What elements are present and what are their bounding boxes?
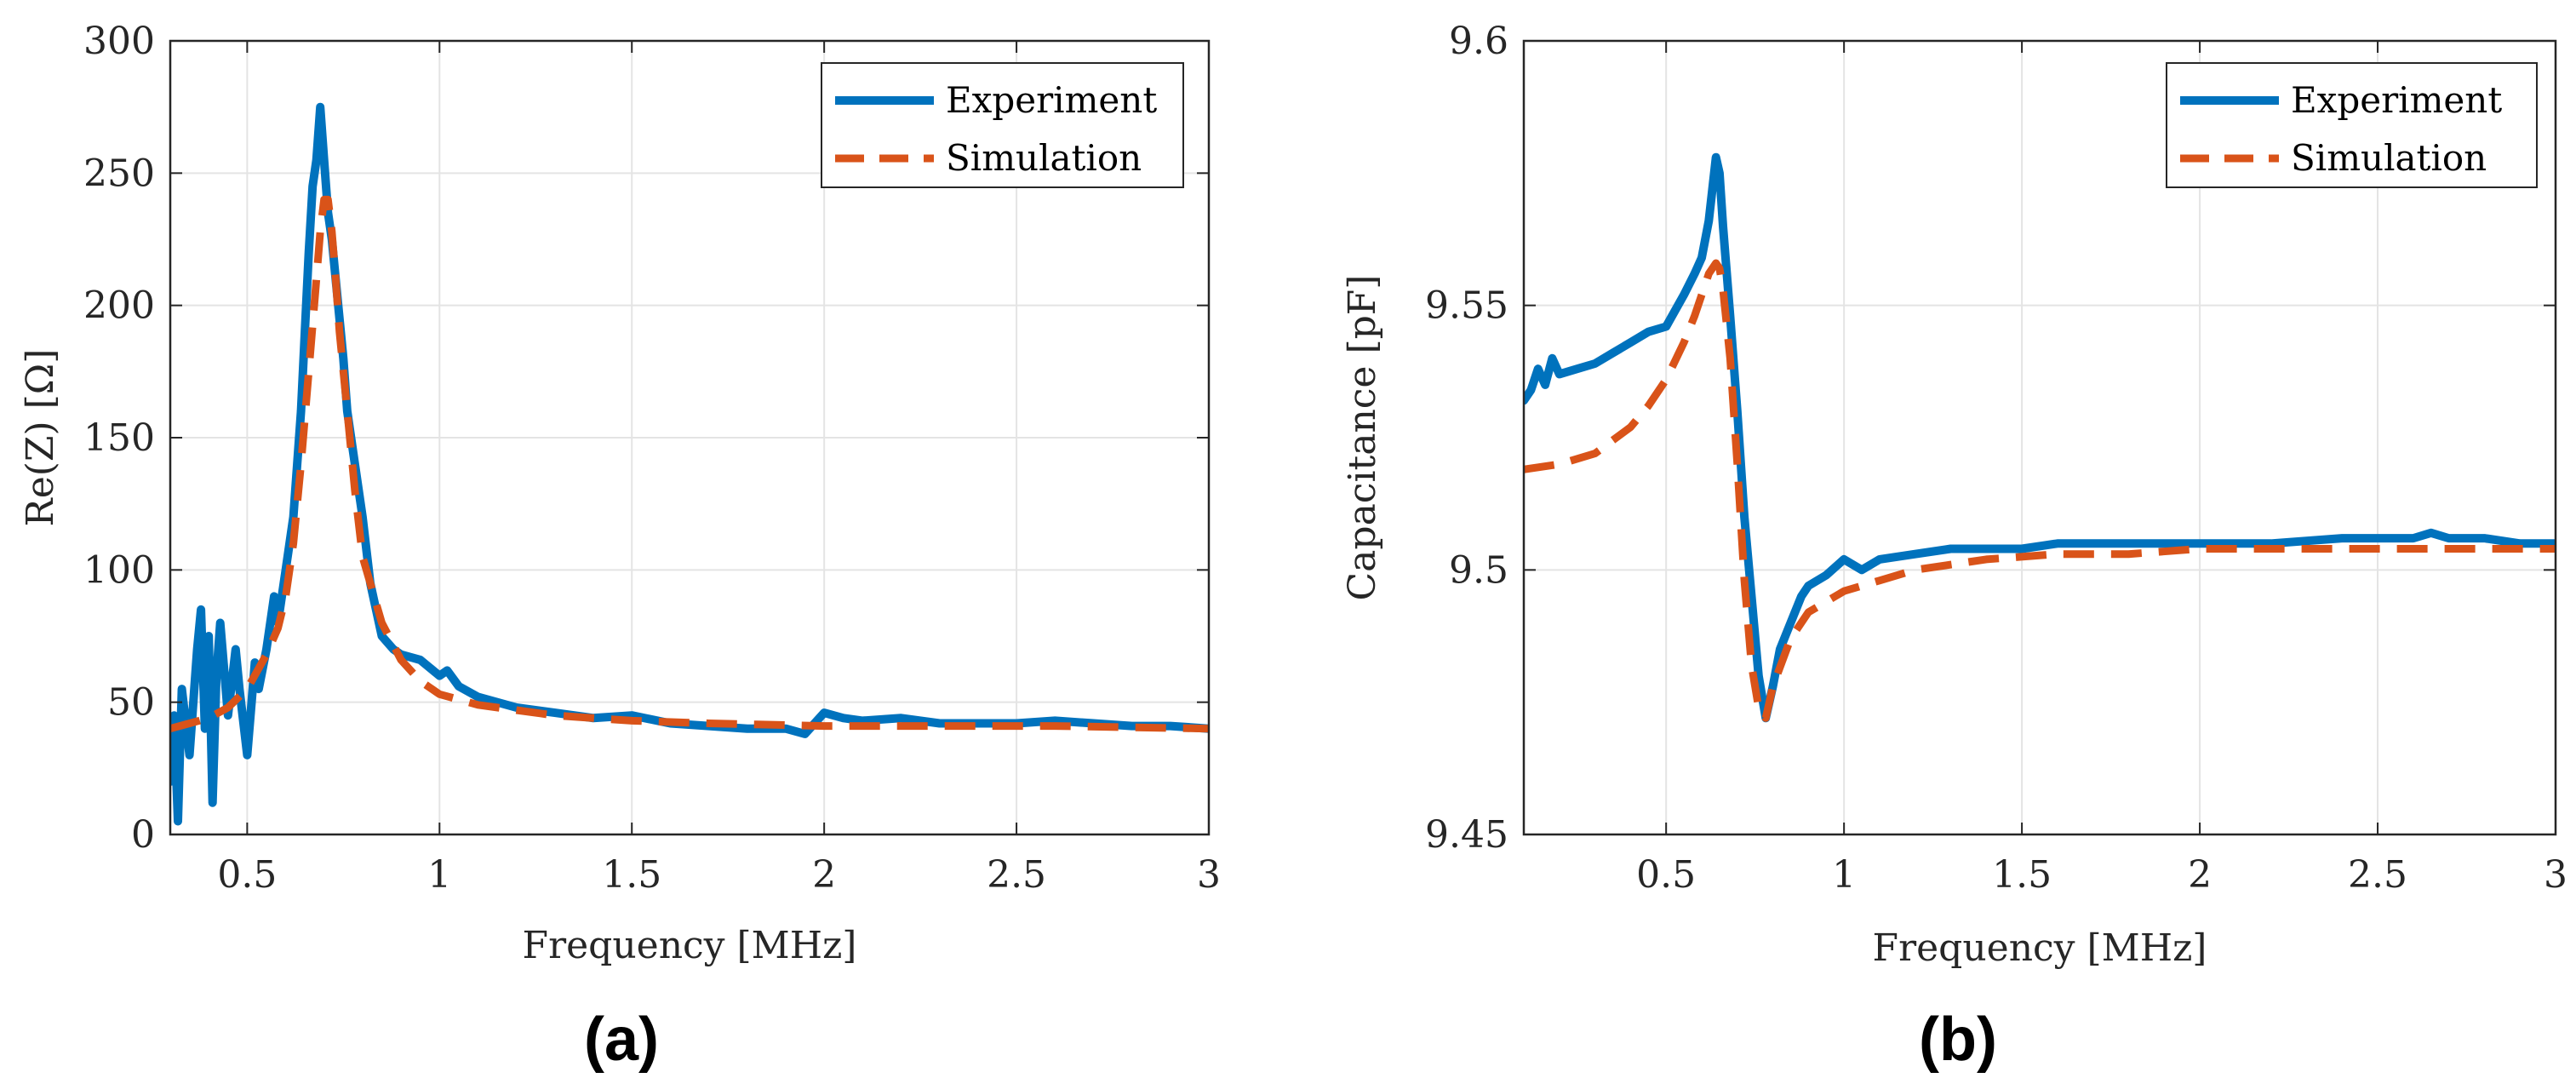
x-tick-label: 1.5 [1992,853,2052,897]
x-tick-label: 2 [2188,853,2212,897]
x-tick-label: 2 [812,853,836,897]
y-axis-label: Capacitance [pF] [1341,275,1384,601]
panel-label: (b) [1919,1006,1997,1074]
y-tick-label: 200 [83,284,155,328]
x-tick-label: 0.5 [1636,853,1696,897]
legend-label-experiment: Experiment [946,79,1157,121]
legend-box [821,62,1184,188]
x-tick-label: 0.5 [217,853,277,897]
legend-box [2166,62,2538,188]
y-tick-label: 9.5 [1449,548,1508,592]
axes-box [1522,39,2557,836]
x-tick-label: 3 [2544,853,2567,897]
y-axis-label: Re(Z) [Ω] [19,349,62,527]
x-tick-label: 1 [1832,853,1856,897]
x-tick-label: 1.5 [602,853,661,897]
y-tick-label: 0 [131,813,155,857]
y-tick-label: 100 [83,548,155,592]
y-tick-label: 300 [83,20,155,63]
series-line-simulation [1524,259,2556,722]
legend: Experiment Simulation [2166,62,2538,188]
series-group [1524,152,2556,723]
panel-label: (a) [584,1006,659,1074]
x-tick-label: 2.5 [2348,853,2407,897]
chart-panel-b: 0.5 1 1.5 2 2.5 3 9.45 9.5 9.55 9.6 Frequency [MHz… [1341,20,2567,1074]
chart-panel-a: 0.5 1 1.5 2 2.5 3 0 50 100 150 200 250 300 Frequency … [19,20,1221,1074]
y-tick-label: 50 [107,681,155,725]
y-tick-label: 9.55 [1425,284,1508,328]
series-line-experiment [1524,152,2556,723]
legend-label-simulation: Simulation [2291,137,2487,179]
series-line-simulation [170,195,1209,733]
y-tick-label: 9.6 [1449,20,1508,63]
x-axis-label: Frequency [MHz] [1873,926,2207,970]
x-tick-label: 1 [427,853,451,897]
series-group [170,102,1209,826]
legend-label-simulation: Simulation [946,137,1142,179]
y-tick-label: 150 [83,416,155,460]
y-tick-label: 250 [83,152,155,195]
legend: Experiment Simulation [821,62,1184,188]
y-tick-label: 9.45 [1425,813,1508,857]
x-tick-label: 2.5 [987,853,1046,897]
legend-label-experiment: Experiment [2291,79,2502,121]
x-tick-label: 3 [1197,853,1221,897]
x-axis-label: Frequency [MHz] [523,924,857,967]
